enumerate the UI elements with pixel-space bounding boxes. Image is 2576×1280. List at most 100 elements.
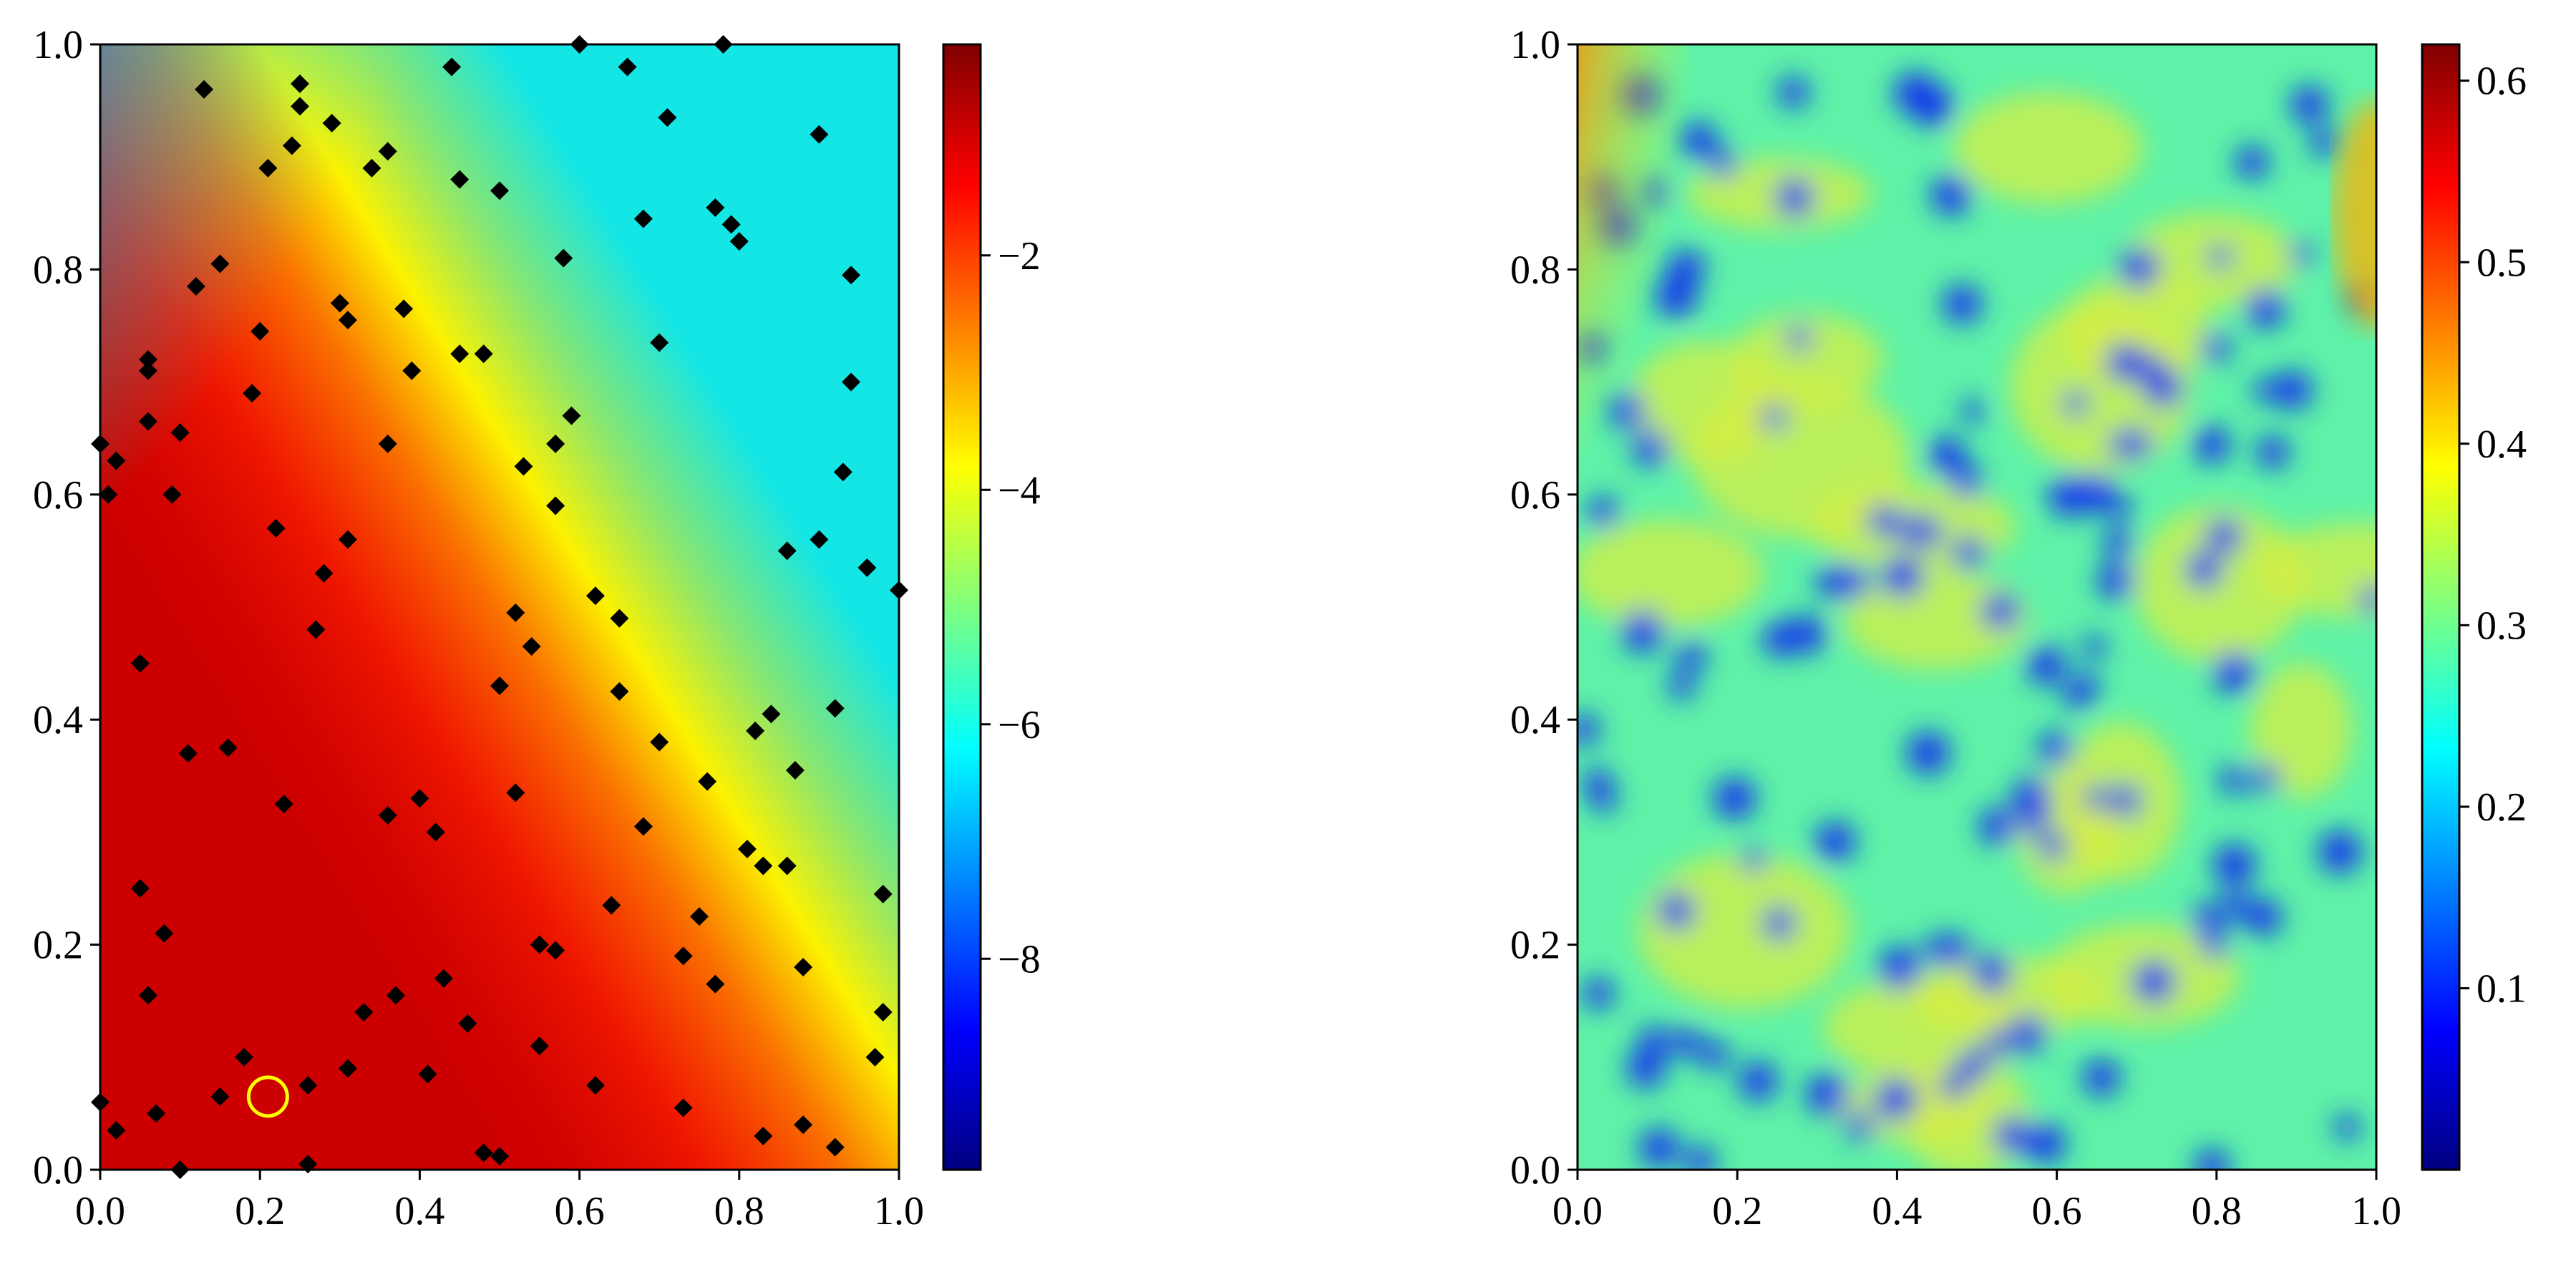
texture-low-region (1928, 437, 1966, 475)
sample-point (554, 248, 573, 268)
texture-low-region (1878, 947, 1921, 990)
left-x-tick-label: 0.6 (555, 1189, 605, 1233)
sample-point (291, 97, 309, 116)
right-y-tick-label: 0.6 (1510, 473, 1560, 518)
texture-low-region (2026, 1124, 2066, 1163)
highlighted-point-circle (246, 1075, 289, 1118)
sample-point (138, 361, 157, 380)
texture-low-region (2022, 812, 2047, 837)
right-colorbar-gradient (2421, 43, 2461, 1171)
sample-point (794, 958, 813, 977)
texture-low-region (1931, 175, 1971, 215)
left-colorbar-tick-label: −4 (998, 468, 1041, 513)
right-axes-frame (1576, 43, 2378, 1171)
texture-low-region (1943, 284, 1982, 324)
sample-point (234, 1047, 253, 1067)
texture-low-region (2256, 435, 2289, 469)
sample-point (762, 704, 781, 724)
texture-low-region (2200, 332, 2231, 362)
sample-point (777, 856, 797, 876)
texture-low-region (2082, 635, 2106, 659)
texture-low-region (1622, 611, 1664, 653)
texture-low-region (2103, 528, 2133, 558)
sample-point (218, 738, 238, 757)
sample-point (130, 879, 150, 898)
sample-point (298, 1076, 318, 1095)
left-colorbar-tick-label: −6 (998, 703, 1041, 747)
texture-low-region (1583, 978, 1614, 1009)
texture-low-region (1668, 671, 1696, 699)
texture-high-region (2134, 505, 2304, 662)
sample-point (865, 1047, 885, 1067)
texture-low-region (1912, 84, 1953, 127)
texture-low-region (2097, 562, 2135, 600)
texture-low-region (1993, 1117, 2030, 1154)
right-y-tick-label: 0.0 (1510, 1148, 1560, 1193)
texture-low-region (2235, 145, 2269, 179)
sample-point (378, 805, 397, 825)
left-x-tick-label: 0.8 (714, 1189, 764, 1233)
sample-point (338, 311, 357, 330)
right-colorbar-tick-label: 0.3 (2477, 603, 2527, 648)
right-x-tick-label: 0.4 (1872, 1189, 1922, 1233)
texture-low-region (1836, 566, 1870, 599)
texture-low-region (2359, 586, 2376, 613)
sample-point (530, 935, 549, 954)
sample-point (378, 435, 397, 454)
right-x-tick-label: 0.2 (1712, 1189, 1762, 1233)
sample-point (210, 254, 230, 273)
texture-low-region (2245, 898, 2282, 936)
texture-low-region (1762, 906, 1796, 940)
texture-low-region (2193, 426, 2230, 463)
sample-point (251, 321, 270, 341)
texture-low-region (2048, 476, 2089, 518)
texture-low-region (2109, 784, 2142, 818)
texture-low-region (1578, 714, 1600, 745)
texture-low-region (1950, 465, 1983, 498)
texture-low-region (2008, 1014, 2046, 1053)
texture-low-region (2206, 518, 2242, 555)
texture-low-region (2191, 903, 2222, 934)
texture-low-region (2125, 430, 2153, 457)
left-x-tick-label: 0.2 (235, 1189, 285, 1233)
sample-point (322, 114, 341, 133)
sample-point (402, 361, 422, 380)
texture-low-region (2019, 775, 2044, 800)
texture-low-region (1657, 892, 1695, 930)
texture-low-region (1714, 777, 1756, 820)
texture-high-region (1638, 852, 1851, 1009)
texture-low-region (2200, 930, 2227, 959)
texture-low-region (2251, 763, 2280, 792)
right-colorbar-tick-label: 0.4 (2477, 422, 2527, 467)
sample-point (506, 783, 525, 803)
texture-low-region (1677, 641, 1706, 671)
sample-point (338, 530, 357, 549)
left-y-tick-label: 1.0 (33, 23, 83, 67)
texture-low-region (2132, 960, 2175, 1004)
right-colorbar-ticks: 0.1 0.2 0.3 0.4 0.5 0.6 (2459, 59, 2527, 1011)
left-colorbar-ticks: −2 −4 −6 −8 (981, 234, 1041, 981)
right-y-tick-label: 0.2 (1510, 923, 1560, 968)
texture-low-region (1939, 1070, 1969, 1100)
texture-low-region (1957, 1048, 1990, 1081)
left-heatmap-corner-low (100, 44, 501, 689)
texture-low-region (2105, 343, 2145, 382)
sample-point (490, 677, 509, 696)
sample-point (107, 1120, 126, 1140)
texture-low-region (2318, 830, 2361, 874)
sample-point (842, 372, 861, 392)
left-colorbar-tick-label: −2 (998, 234, 1041, 278)
texture-low-region (1632, 430, 1669, 467)
sample-point (873, 1002, 893, 1022)
sample-point (706, 198, 725, 217)
sample-point (394, 299, 414, 319)
sample-point (258, 158, 278, 178)
sample-point (338, 1059, 357, 1078)
right-colorbar: 0.1 0.2 0.3 0.4 0.5 0.6 (2421, 43, 2527, 1171)
right-y-axis: 0.0 0.2 0.4 0.6 0.8 1.0 (1510, 23, 1578, 1193)
texture-low-region (1972, 954, 2011, 994)
texture-low-region (1952, 536, 1985, 569)
sample-point (210, 1087, 230, 1106)
sample-point (721, 215, 741, 234)
sample-point (330, 294, 349, 313)
